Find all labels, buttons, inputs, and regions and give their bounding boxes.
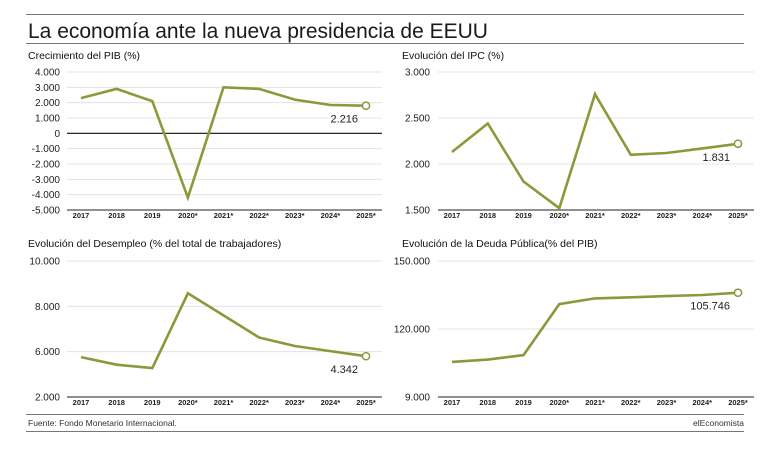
chart-title-deuda: Evolución de la Deuda Pública(% del PIB) [402, 238, 598, 250]
y-tick-label: -4.000 [32, 190, 61, 201]
x-tick-label: 2017 [444, 211, 461, 220]
x-tick-label: 2020* [549, 211, 569, 220]
x-tick-label: 2019 [144, 398, 161, 407]
end-point-marker [361, 351, 371, 361]
x-tick-label: 2022* [621, 398, 641, 407]
y-tick-label: 150.000 [394, 257, 431, 268]
x-tick-label: 2024* [692, 211, 712, 220]
x-tick-label: 2017 [444, 398, 461, 407]
x-tick-label: 2023* [285, 398, 305, 407]
x-tick-label: 2025* [728, 211, 748, 220]
end-value-label: 1.831 [702, 152, 730, 164]
x-tick-label: 2019 [144, 211, 161, 220]
y-tick-label: 3.000 [35, 83, 60, 94]
y-tick-label: -5.000 [32, 206, 61, 217]
y-tick-label: 2.500 [405, 114, 430, 125]
footer-rule [26, 414, 744, 415]
x-tick-label: 2023* [657, 211, 677, 220]
end-point-marker [361, 101, 371, 111]
x-tick-label: 2024* [321, 398, 341, 407]
y-tick-label: 120.000 [394, 325, 431, 336]
end-value-label: 4.342 [330, 364, 358, 376]
x-tick-label: 2020* [549, 398, 569, 407]
x-tick-label: 2022* [249, 211, 269, 220]
bottom-rule [26, 431, 744, 432]
chart-title-ipc: Evolución del IPC (%) [402, 50, 505, 62]
y-tick-label: 9.000 [405, 393, 430, 404]
x-tick-label: 2017 [73, 211, 90, 220]
title-divider [26, 43, 744, 44]
y-tick-label: 10.000 [29, 257, 60, 268]
chart-title-pib: Crecimiento del PIB (%) [28, 50, 141, 62]
y-tick-label: 4.000 [35, 68, 60, 79]
y-tick-label: 2.000 [35, 98, 60, 109]
end-value-label: 105.746 [690, 301, 730, 313]
x-tick-label: 2021* [585, 211, 605, 220]
end-point-marker [733, 139, 743, 149]
x-tick-label: 2025* [728, 398, 748, 407]
y-tick-label: -2.000 [32, 160, 61, 171]
page-title: La economía ante la nueva presidencia de… [28, 20, 488, 43]
end-value-label: 2.216 [330, 114, 358, 126]
chart-title-desempleo: Evolución del Desempleo (% del total de … [28, 238, 282, 250]
y-tick-label: 8.000 [35, 302, 60, 313]
y-tick-label: 1.000 [35, 114, 60, 125]
x-tick-label: 2020* [178, 211, 198, 220]
end-point-marker [733, 288, 743, 298]
x-tick-label: 2025* [356, 211, 376, 220]
y-tick-label: -3.000 [32, 175, 61, 186]
x-tick-label: 2023* [285, 211, 305, 220]
x-tick-label: 2024* [692, 398, 712, 407]
y-tick-label: 0 [54, 129, 60, 140]
x-tick-label: 2022* [621, 211, 641, 220]
x-tick-label: 2023* [657, 398, 677, 407]
x-tick-label: 2022* [249, 398, 269, 407]
x-tick-label: 2018 [479, 398, 496, 407]
series-line [451, 90, 739, 211]
x-tick-label: 2017 [73, 398, 90, 407]
top-rule [26, 14, 744, 15]
x-tick-label: 2020* [178, 398, 198, 407]
x-tick-label: 2018 [108, 398, 125, 407]
source-note: Fuente: Fondo Monetario Internacional. [28, 418, 177, 428]
y-tick-label: 3.000 [405, 68, 430, 79]
x-tick-label: 2018 [108, 211, 125, 220]
x-tick-label: 2018 [479, 211, 496, 220]
x-tick-label: 2019 [515, 211, 532, 220]
brand-logo: elEconomista [692, 418, 744, 428]
x-tick-label: 2021* [214, 211, 234, 220]
x-tick-label: 2021* [214, 398, 234, 407]
x-tick-label: 2021* [585, 398, 605, 407]
series-line [80, 85, 367, 202]
y-tick-label: 2.000 [405, 160, 430, 171]
x-tick-label: 2025* [356, 398, 376, 407]
x-tick-label: 2019 [515, 398, 532, 407]
y-tick-label: 2.000 [35, 393, 60, 404]
y-tick-label: 1.500 [405, 206, 430, 217]
x-tick-label: 2024* [321, 211, 341, 220]
y-tick-label: -1.000 [32, 144, 61, 155]
y-tick-label: 6.000 [35, 347, 60, 358]
